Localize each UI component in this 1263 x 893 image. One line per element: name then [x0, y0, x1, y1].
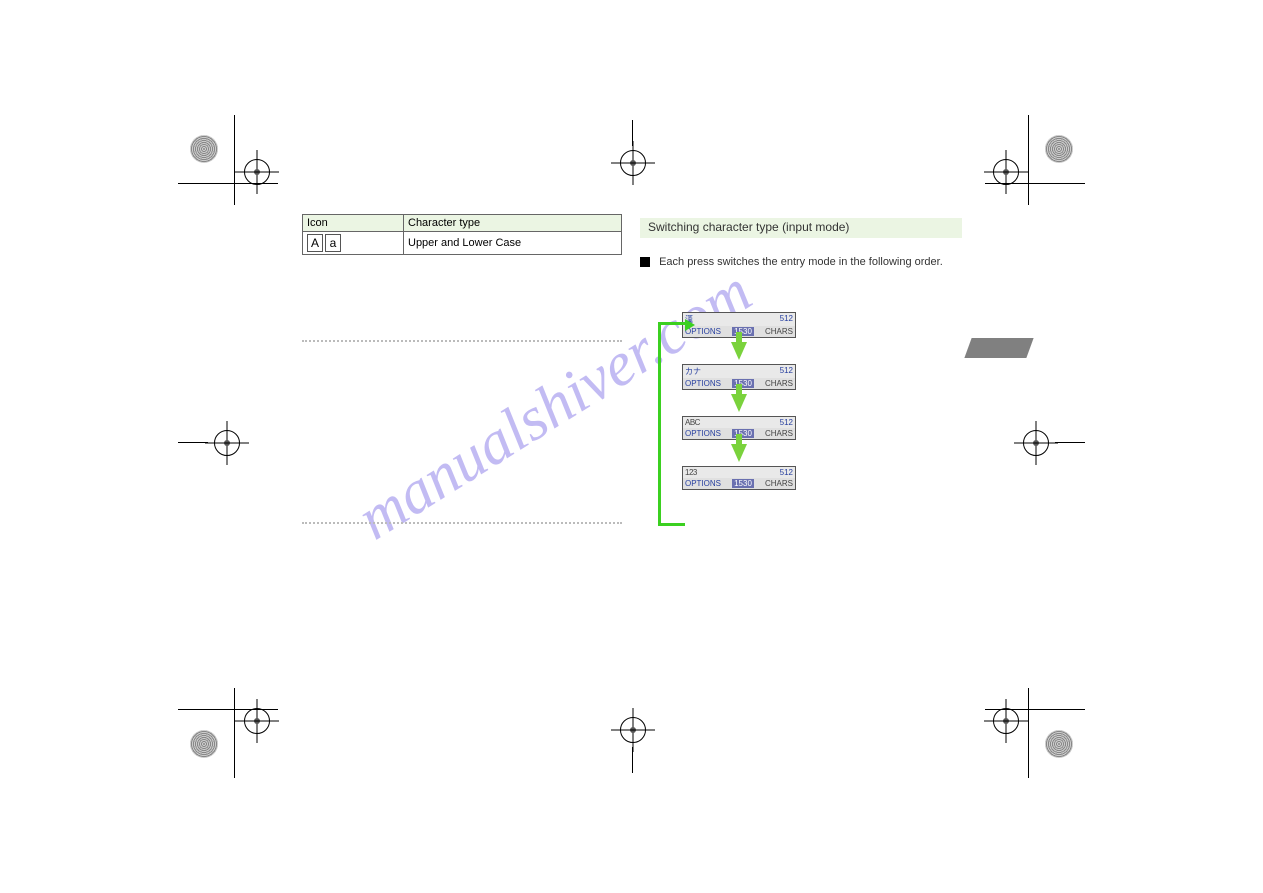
icon-upper-a: A	[307, 234, 323, 252]
mode-count: 512	[780, 366, 793, 377]
mode-count: 512	[780, 314, 793, 325]
chars-label: CHARS	[765, 327, 793, 336]
options-label: OPTIONS	[685, 429, 721, 438]
mode-box-123: 123 512 OPTIONS 1530 CHARS	[682, 466, 796, 490]
bullet-icon	[640, 257, 650, 267]
return-arrow	[658, 322, 685, 526]
arrow-down-icon	[731, 444, 747, 462]
chars-label: CHARS	[765, 379, 793, 388]
table-header-icon: Icon	[303, 215, 404, 232]
options-label: OPTIONS	[685, 479, 721, 488]
icon-lower-a: a	[325, 234, 341, 252]
arrow-down-icon	[731, 394, 747, 412]
mode-label: ABC	[685, 418, 700, 427]
mid-label: 1530	[732, 479, 754, 488]
table-row-icon: Aa	[303, 232, 404, 255]
options-label: OPTIONS	[685, 379, 721, 388]
mode-label: 123	[685, 468, 697, 477]
table-header-desc: Character type	[404, 215, 622, 232]
dotted-rule-1	[302, 340, 622, 342]
mode-count: 512	[780, 468, 793, 477]
dotted-rule-2	[302, 522, 622, 524]
chartype-table: Icon Character type Aa Upper and Lower C…	[302, 214, 622, 255]
page-edge-tab	[964, 338, 1033, 358]
note-text: Each press switches the entry mode in th…	[659, 256, 943, 268]
arrow-down-icon	[731, 342, 747, 360]
mode-count: 512	[780, 418, 793, 427]
chars-label: CHARS	[765, 479, 793, 488]
note-line: Each press switches the entry mode in th…	[640, 256, 943, 268]
table-row-desc: Upper and Lower Case	[404, 232, 622, 255]
chars-label: CHARS	[765, 429, 793, 438]
mode-label: カナ	[685, 366, 701, 377]
mode-cycle-diagram: 漢512 OPTIONS1530CHARS カナ512 OPTIONS1530C…	[682, 312, 796, 490]
section-title: Switching character type (input mode)	[648, 220, 849, 234]
